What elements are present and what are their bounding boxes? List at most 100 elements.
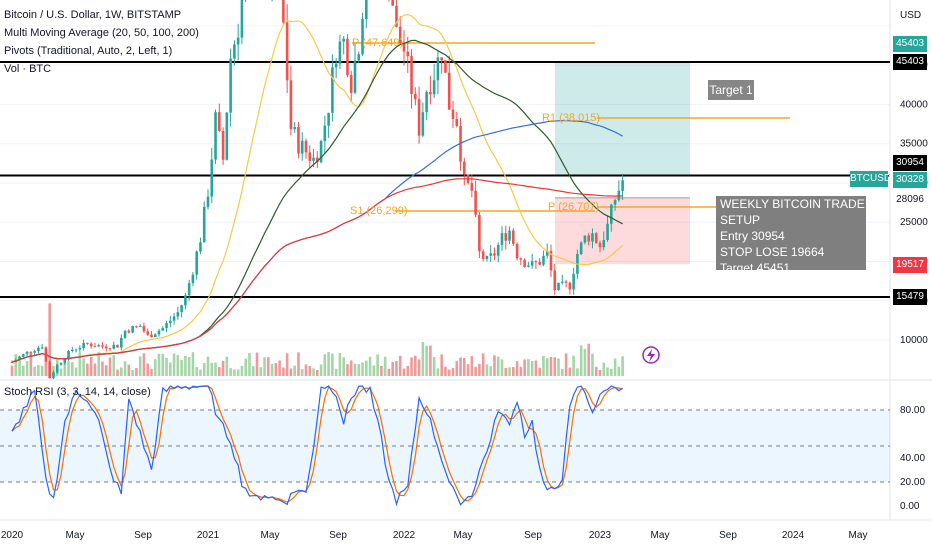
volume-bar: [346, 364, 349, 376]
candle-body: [289, 80, 293, 130]
volume-bar: [421, 341, 425, 376]
candle-body: [395, 5, 398, 27]
candle-body: [519, 258, 523, 260]
candle-body: [493, 253, 496, 256]
volume-bar: [82, 358, 85, 376]
candle-body: [432, 80, 436, 95]
volume-bar: [316, 369, 319, 376]
price-axis-label: 40000: [900, 99, 928, 110]
volume-bar: [14, 354, 18, 376]
candle-body: [323, 125, 327, 142]
candle-body: [553, 270, 557, 291]
candle-body: [508, 230, 511, 241]
volume-bar: [429, 345, 432, 376]
volume-bar: [512, 367, 515, 376]
candle-body: [610, 204, 613, 224]
candle-body: [489, 253, 492, 256]
volume-bar: [398, 355, 402, 376]
volume-bar: [504, 367, 508, 376]
volume-bar: [135, 368, 138, 376]
volume-bar: [157, 353, 161, 376]
volume-bar: [598, 369, 602, 376]
volume-bar: [229, 368, 232, 376]
setup-line-2: Entry 30954: [720, 229, 785, 243]
volume-bar: [485, 364, 489, 376]
candle-body: [169, 320, 172, 324]
volume-bar: [195, 366, 198, 376]
volume-bar: [425, 345, 428, 376]
candle-body: [221, 130, 225, 160]
volume-bar: [451, 367, 455, 376]
rsi-legend[interactable]: Stoch RSI (3, 3, 14, 14, close): [4, 386, 151, 398]
candle-body: [52, 372, 55, 379]
pivot-label-s1: S1 (26,299): [350, 205, 408, 217]
candle-body: [131, 326, 134, 333]
volume-bar: [180, 360, 183, 376]
candle-body: [146, 331, 149, 335]
price-tag: 28096: [893, 191, 927, 208]
rsi-d-line[interactable]: [11, 385, 623, 503]
time-axis-label: 2022: [393, 530, 416, 541]
candle-body: [500, 233, 504, 245]
candle-body: [512, 230, 515, 244]
volume-bar: [131, 369, 134, 376]
candle-body: [225, 112, 229, 160]
price-tag: 19517: [893, 257, 927, 274]
volume-bar: [138, 356, 142, 376]
volume-bar: [463, 358, 466, 376]
candle-body: [327, 112, 330, 126]
volume-bar: [368, 356, 372, 376]
candle-body: [455, 118, 459, 127]
volume-bar: [470, 356, 474, 376]
vol-legend[interactable]: Vol · BTC: [4, 63, 52, 75]
candle-body: [440, 57, 443, 61]
volume-bar: [63, 358, 67, 376]
volume-bar: [278, 360, 281, 376]
volume-bar: [59, 368, 63, 376]
price-tag: 15479: [893, 289, 927, 305]
volume-bar: [104, 365, 108, 376]
volume-bar: [10, 365, 14, 376]
candle-body: [172, 316, 176, 321]
volume-bar: [218, 367, 221, 376]
candle-body: [474, 190, 477, 215]
volume-bar: [120, 367, 123, 376]
volume-bar: [202, 362, 206, 376]
candle-body: [48, 361, 51, 379]
candle-body: [165, 323, 168, 329]
volume-bar: [233, 369, 236, 376]
volume-bar: [496, 356, 500, 376]
chart-title: Bitcoin / U.S. Dollar, 1W, BITSTAMP: [4, 9, 182, 21]
candle-body: [398, 26, 402, 44]
volume-bar: [274, 362, 278, 376]
candle-body: [161, 328, 165, 331]
volume-bar: [576, 368, 579, 376]
ma-legend[interactable]: Multi Moving Average (20, 50, 100, 200): [4, 27, 199, 39]
price-tag: 30954: [893, 155, 927, 172]
volume-bar: [187, 357, 191, 376]
volume-bar: [323, 354, 327, 376]
volume-bar: [489, 366, 492, 376]
volume-bar: [282, 367, 285, 376]
ma-line-ma200[interactable]: [11, 178, 623, 363]
candle-body: [187, 283, 191, 296]
volume-bar: [267, 357, 270, 376]
candle-body: [523, 259, 526, 267]
candle-body: [233, 44, 236, 59]
candle-body: [108, 348, 112, 350]
volume-bar: [372, 365, 376, 376]
rsi-k-line[interactable]: [11, 385, 623, 507]
candle-body: [308, 152, 312, 161]
ma-line-ma50[interactable]: [11, 39, 623, 363]
candle-body: [410, 56, 413, 94]
pivots-legend[interactable]: Pivots (Traditional, Auto, 2, Left, 1): [4, 45, 173, 57]
candle-body: [300, 140, 304, 154]
lightning-icon[interactable]: [642, 346, 660, 364]
volume-bar: [93, 363, 97, 376]
chart-legend: Bitcoin / U.S. Dollar, 1W, BITSTAMP Mult…: [4, 6, 199, 78]
volume-bar: [530, 360, 534, 376]
time-axis-label: May: [261, 530, 280, 541]
candle-body: [334, 63, 338, 68]
volume-bar: [153, 359, 157, 376]
